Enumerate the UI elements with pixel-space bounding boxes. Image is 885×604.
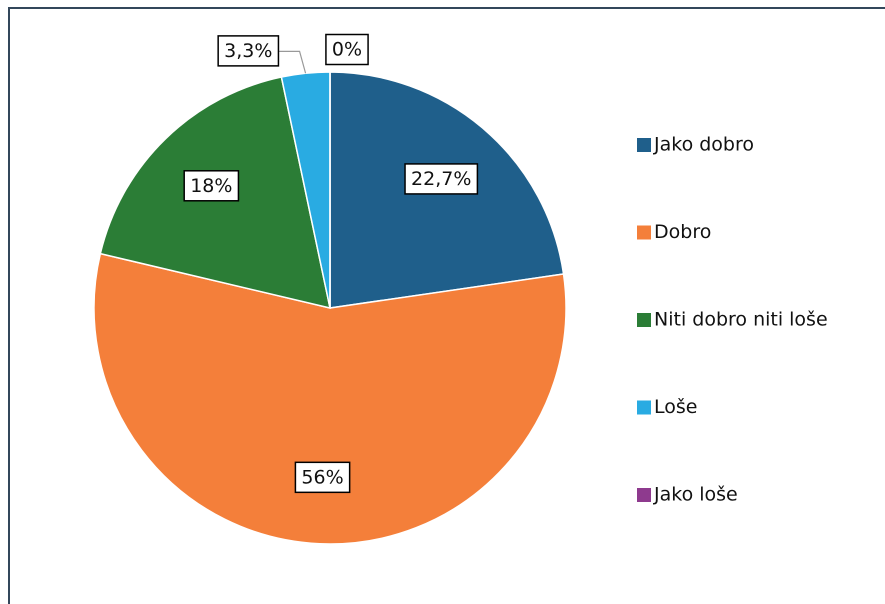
data-label: 22,7% [411,168,471,190]
leader-line [278,50,307,74]
legend-marker [637,488,651,502]
pie-slice [93,252,567,545]
legend-label: Jako dobro [653,134,754,156]
data-label-box [325,33,369,66]
legend-marker [637,313,651,327]
data-label-box [294,461,351,494]
legend-label: Loše [654,396,697,418]
data-label: 56% [301,466,343,488]
legend-label: Jako loše [653,484,738,506]
legend-marker [637,225,651,240]
data-label: 3,3% [224,40,272,62]
legend-label: Dobro [654,221,711,243]
legend-marker [637,138,651,152]
data-label-box [183,170,240,202]
data-label: 18% [190,175,232,197]
data-label: 0% [332,39,362,61]
legend-label: Niti dobro niti loše [654,309,828,331]
legend-marker [637,400,651,415]
data-label-box [404,163,479,195]
data-label-box [217,35,280,67]
